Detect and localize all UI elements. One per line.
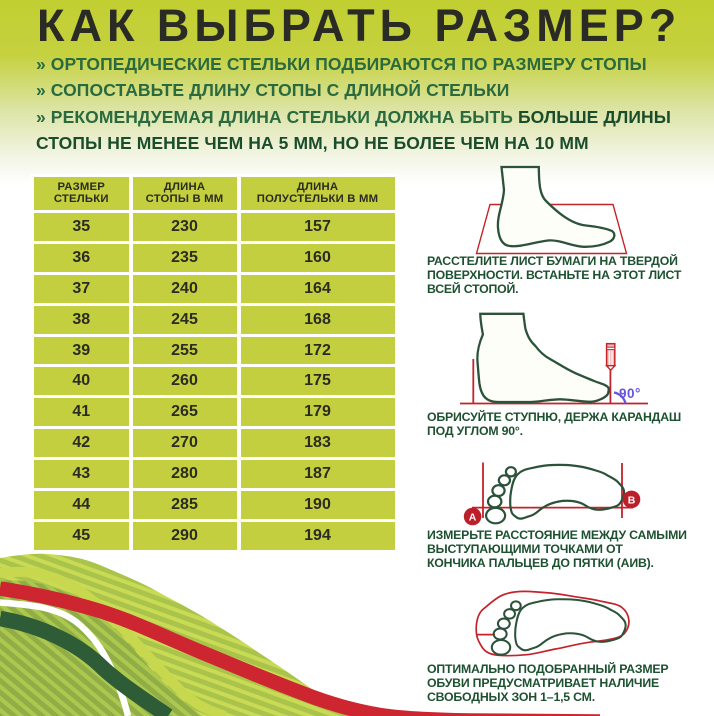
svg-text:В: В: [628, 494, 636, 506]
svg-text:А: А: [469, 511, 477, 523]
